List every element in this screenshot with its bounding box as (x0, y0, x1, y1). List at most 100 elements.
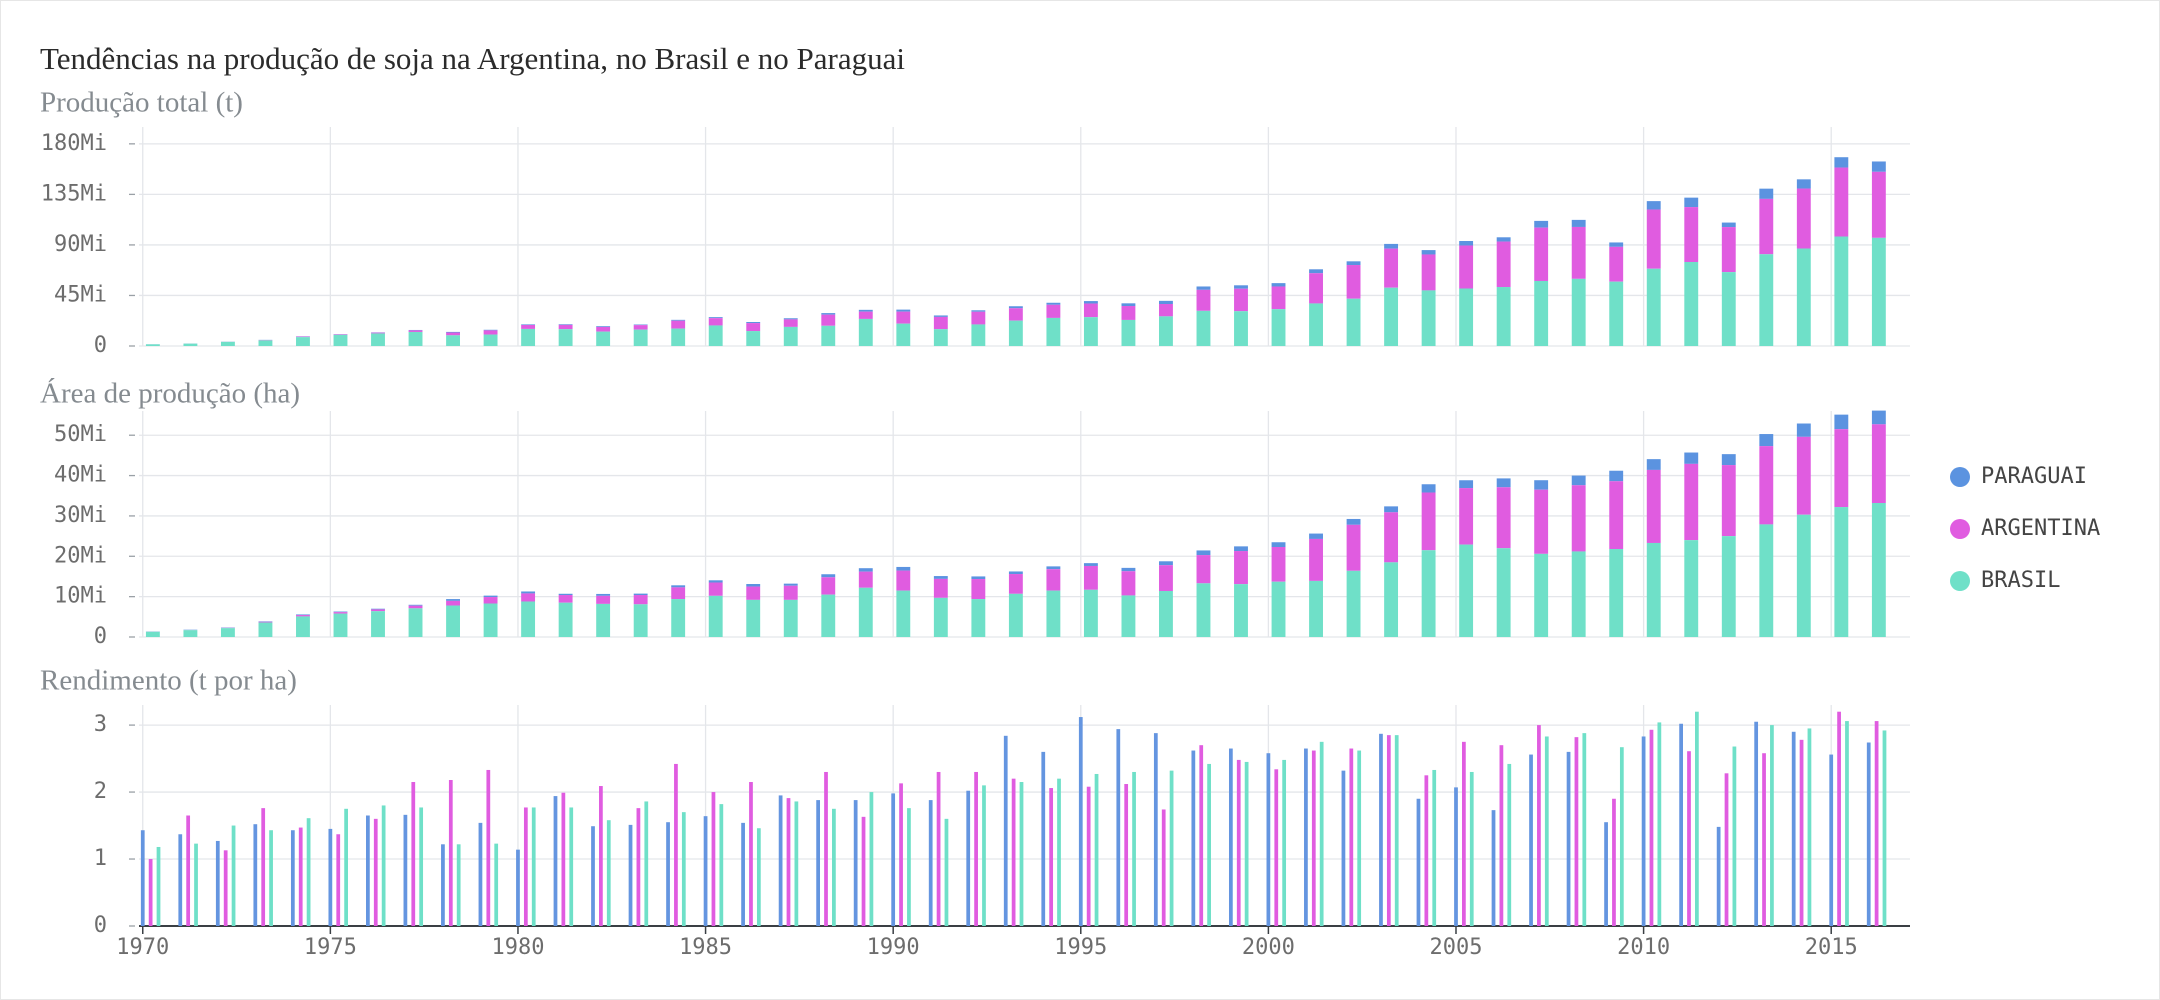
legend-swatch (1950, 467, 1970, 487)
bar (1716, 826, 1721, 926)
bar (1679, 723, 1683, 926)
bar-segment (1759, 434, 1774, 447)
series: BRASIL (145, 236, 1886, 346)
bar-segment (333, 611, 348, 613)
y-tick-label: 45Mi (54, 282, 107, 307)
bar-segment (1271, 542, 1286, 548)
bar-segment (333, 612, 348, 614)
bar-segment (671, 328, 686, 346)
bar-segment (1046, 317, 1061, 346)
bar-segment (1534, 480, 1549, 490)
bar (186, 815, 191, 926)
bar-segment (1421, 492, 1436, 551)
bar-segment (1459, 288, 1474, 346)
bar (290, 830, 295, 926)
bar-segment (1684, 261, 1699, 346)
series: BRASIL (145, 503, 1886, 637)
bar (1799, 739, 1804, 926)
bar-segment (708, 318, 723, 326)
bar (456, 844, 461, 926)
bar (344, 808, 348, 926)
bar-segment (220, 341, 235, 346)
bar-segment (145, 344, 160, 346)
bar-segment (746, 331, 761, 346)
bar-segment (671, 585, 686, 588)
bar-segment (783, 583, 798, 586)
bar-segment (521, 591, 536, 594)
bar (269, 830, 273, 926)
bar-segment (1871, 161, 1886, 172)
bar (1416, 798, 1421, 926)
bar-segment (1346, 265, 1361, 299)
bar-segment (1159, 565, 1173, 591)
bar-segment (708, 317, 723, 319)
bar-segment (671, 587, 686, 600)
bar (1349, 748, 1354, 926)
bar (1432, 769, 1437, 926)
bar (1791, 731, 1796, 926)
bar-segment (933, 315, 948, 317)
bar-segment (1759, 254, 1774, 346)
bar-segment (821, 325, 836, 346)
bar-segment (220, 628, 235, 637)
bar-segment (933, 576, 948, 579)
bar-segment (1008, 574, 1023, 594)
bar (944, 818, 949, 926)
bar-segment (1083, 317, 1098, 346)
bar-segment (1196, 310, 1211, 346)
bar (261, 808, 266, 926)
bar-segment (1684, 540, 1699, 637)
bar-segment (1271, 547, 1286, 582)
bar (478, 822, 483, 926)
bar-segment (1271, 581, 1286, 637)
bar-segment (371, 611, 385, 637)
bar (1386, 735, 1391, 926)
bar-segment (858, 568, 873, 572)
bar (711, 792, 716, 926)
bar-segment (521, 328, 536, 346)
bar-segment (1121, 595, 1136, 637)
bar-segment (1083, 303, 1098, 318)
bar-segment (971, 579, 986, 600)
bar-segment (558, 602, 573, 637)
bar (1394, 735, 1399, 926)
bar (523, 807, 528, 926)
bar-segment (1196, 289, 1211, 311)
bar (298, 827, 303, 926)
bar (1116, 729, 1121, 926)
bar-segment (1721, 536, 1736, 637)
bar-segment (1871, 503, 1886, 637)
bar (703, 816, 708, 926)
bar-segment (1496, 478, 1511, 488)
bar-segment (596, 326, 611, 332)
bar (403, 814, 408, 926)
bar (982, 785, 986, 926)
bar-segment (1571, 475, 1586, 486)
bar (1282, 759, 1287, 926)
bar-segment (446, 331, 460, 333)
bar-segment (1083, 589, 1098, 637)
bar-segment (1871, 410, 1886, 425)
bar-segment (896, 590, 911, 637)
bar (1612, 798, 1616, 926)
bar-segment (296, 614, 310, 616)
bar-segment (633, 324, 648, 326)
bar (1695, 711, 1699, 926)
series: ARGENTINA (145, 167, 1886, 345)
bar (928, 800, 933, 926)
bar-segment (296, 615, 310, 617)
bar-segment (1271, 283, 1286, 287)
bar-segment (1121, 567, 1136, 572)
bar (1829, 754, 1834, 926)
bar (194, 843, 198, 926)
x-tick-label: 2005 (1430, 935, 1483, 960)
bar-segment (296, 616, 310, 637)
bar (419, 807, 424, 926)
bar-segment (821, 313, 836, 315)
bar-segment (746, 584, 761, 587)
x-tick-label: 2000 (1242, 935, 1295, 960)
series: PARAGUAI (140, 717, 1871, 926)
bar (569, 807, 574, 926)
bar (756, 828, 761, 926)
bar-segment (971, 599, 986, 637)
